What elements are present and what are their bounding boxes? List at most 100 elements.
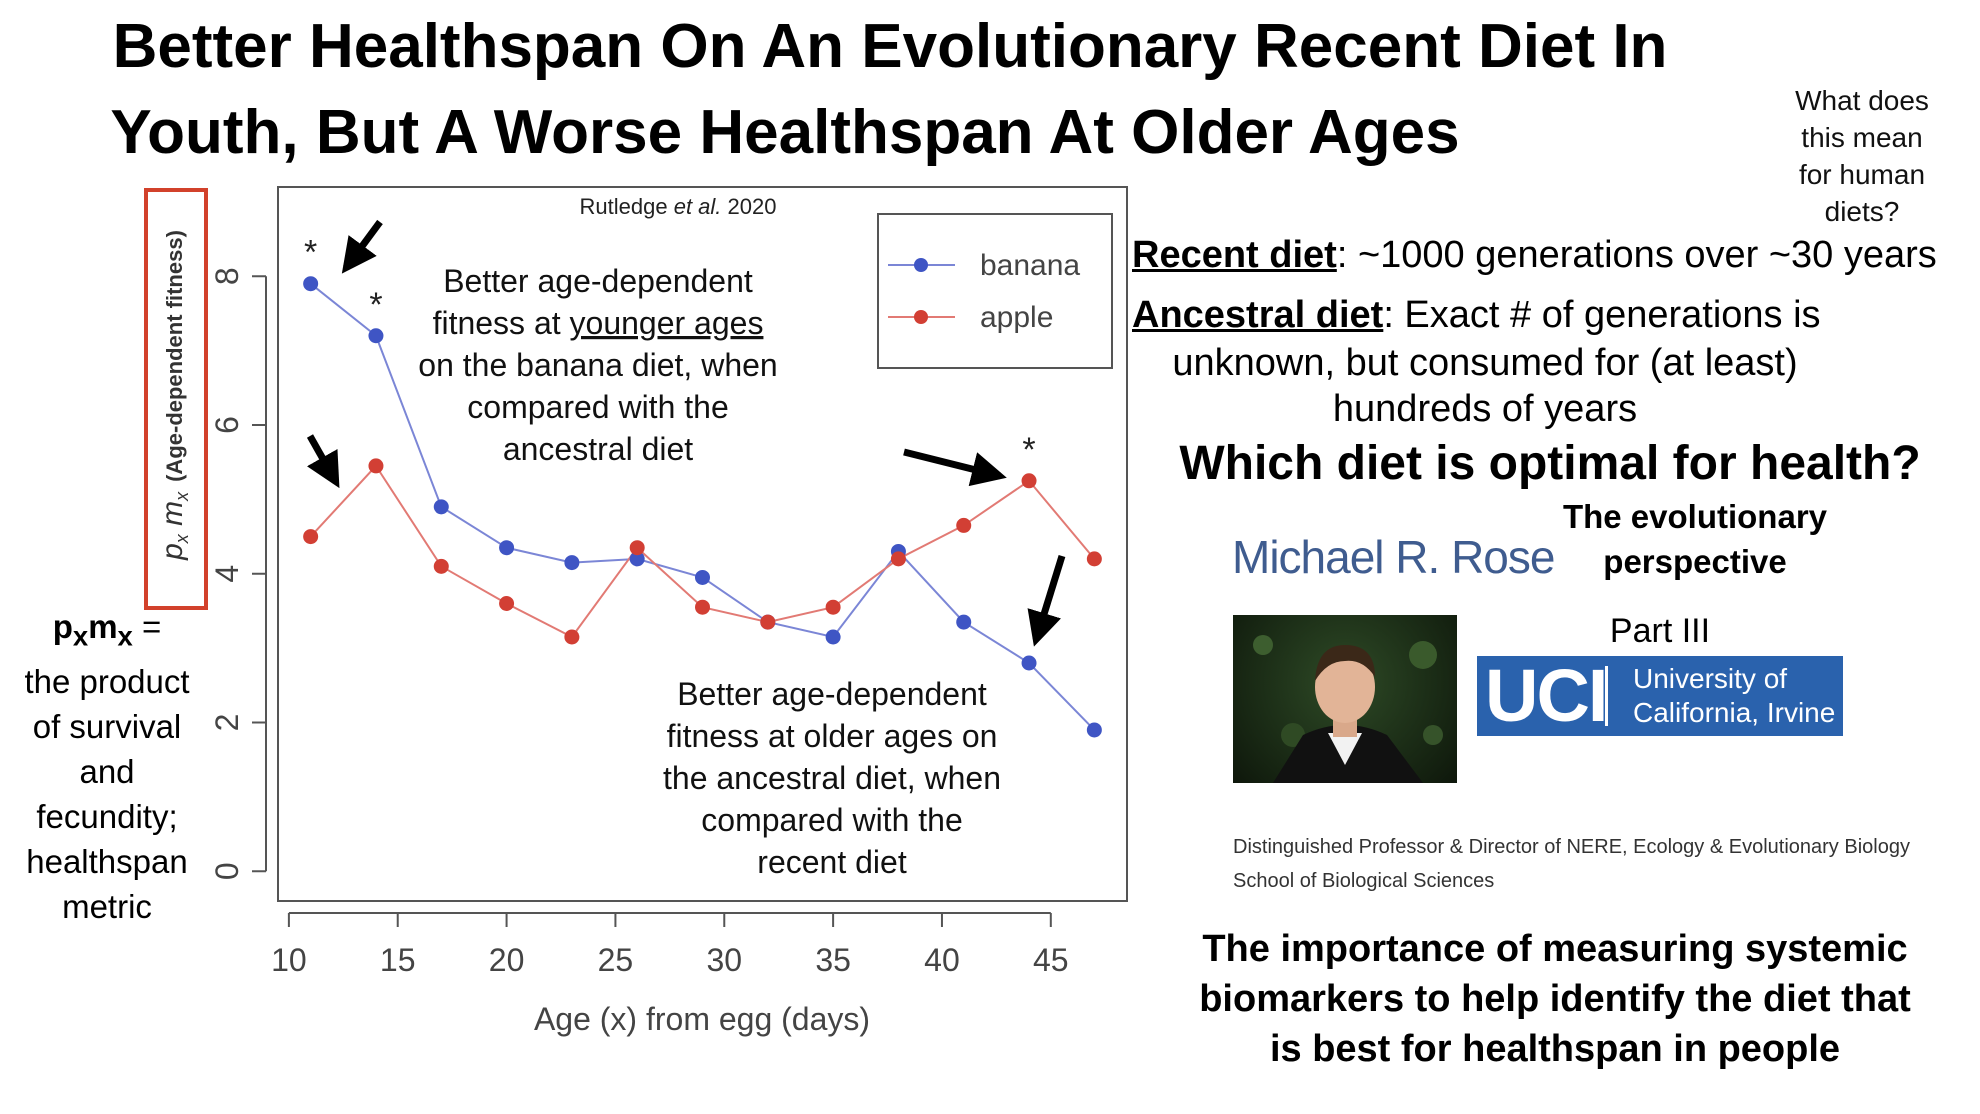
importance-line: is best for healthspan in people: [1269, 1028, 1841, 1070]
ancestral-diet-line-3: hundreds of years: [1332, 388, 1638, 430]
chart-citation: Rutledge et al. 2020: [580, 194, 777, 219]
axes: 10 15 20 25 30 35 40 45 0 2 4 6 8: [209, 267, 1069, 978]
arrow-young-apple: [306, 434, 340, 489]
speaker-photo: [1233, 615, 1457, 783]
evolutionary-perspective: The evolutionary perspective: [1520, 494, 1870, 584]
annotation-old-line: compared with the: [701, 802, 962, 838]
data-point-banana: [695, 569, 710, 585]
data-point-apple: [1021, 473, 1037, 489]
pxmx-m: m: [88, 608, 118, 645]
evo-line-2: perspective: [1603, 543, 1787, 580]
x-tick-label: 30: [706, 942, 742, 978]
significance-marks: * * *: [304, 234, 1036, 469]
x-axis-label: Age (x) from egg (days): [534, 1001, 870, 1037]
title-line-1: Better Healthspan On An Evolutionary Rec…: [112, 12, 1668, 81]
y-tick-label: 2: [209, 714, 245, 732]
pxmx-definition: pxmx = the product of survival and fecun…: [0, 604, 214, 929]
side-question-line: What does: [1795, 85, 1929, 116]
data-point-banana: [1021, 655, 1037, 671]
significance-star: *: [369, 286, 382, 324]
pxmx-def-line: metric: [62, 887, 152, 925]
y-axis-label: px mx(Age-dependent fitness): [156, 230, 192, 561]
data-point-apple: [1086, 551, 1102, 567]
pxmx-def-line: fecundity;: [36, 797, 178, 835]
annotation-old-line: fitness at older ages on: [667, 718, 998, 754]
data-point-apple: [956, 517, 972, 533]
ancestral-diet-line-2: unknown, but consumed for (at least): [1172, 342, 1798, 384]
data-point-banana: [1086, 722, 1102, 738]
data-point-banana: [368, 328, 384, 344]
data-point-apple: [368, 458, 384, 474]
data-point-apple: [499, 596, 515, 611]
data-point-banana: [499, 540, 515, 556]
pxmx-sub-x: x: [72, 620, 89, 652]
importance-line: biomarkers to help identify the diet tha…: [1199, 978, 1911, 1020]
annotation-young-line: ancestral diet: [503, 431, 693, 467]
side-question-line: this mean: [1801, 122, 1923, 153]
evo-line-1: The evolutionary: [1562, 498, 1828, 535]
arrow-old-apple: [903, 448, 1007, 487]
data-point-banana: [433, 499, 449, 515]
recent-diet-label: Recent diet: [1132, 234, 1337, 276]
pxmx-def-line: the product: [24, 662, 190, 700]
legend-marker-apple: [914, 310, 928, 324]
y-tick-label: 4: [209, 565, 245, 583]
x-tick-label: 40: [924, 942, 960, 978]
x-tick-label: 25: [598, 942, 634, 978]
series-points: [303, 276, 1102, 738]
ancestral-diet-text: : Exact # of generations is: [1383, 294, 1821, 336]
data-point-apple: [629, 540, 645, 556]
data-point-apple: [303, 529, 319, 545]
annotation-old-line: Better age-dependent: [677, 676, 987, 712]
arrow-young-banana: [341, 219, 383, 274]
prof-line-2: School of Biological Sciences: [1233, 870, 1495, 892]
data-point-apple: [825, 599, 841, 615]
annotation-young: Better age-dependent fitness at younger …: [418, 263, 777, 467]
data-point-banana: [303, 276, 319, 292]
data-point-banana: [956, 614, 972, 630]
uci-logo-text: UCI: [1485, 654, 1608, 737]
y-tick-label: 8: [209, 267, 245, 285]
side-question: What does this mean for human diets?: [1772, 82, 1952, 230]
uci-logo-name: University of California, Irvine: [1633, 662, 1835, 730]
pxmx-def-line: healthspan: [26, 842, 188, 880]
data-point-banana: [629, 551, 645, 567]
annotation-old: Better age-dependent fitness at older ag…: [663, 676, 1001, 880]
y-axis-label-highlight: [144, 188, 208, 610]
data-point-apple: [760, 614, 776, 630]
side-question-line: diets?: [1824, 196, 1900, 227]
x-tick-label: 35: [815, 942, 851, 978]
data-point-apple: [564, 629, 580, 645]
speaker-portrait-illustration: [1253, 635, 1443, 783]
pxmx-p: p: [52, 608, 73, 645]
recent-diet-line: Recent diet: ~1000 generations over ~30 …: [1132, 232, 1977, 278]
y-tick-label: 0: [209, 862, 245, 880]
data-point-apple: [890, 551, 906, 567]
title-line-2: Youth, But A Worse Healthspan At Older A…: [110, 98, 1460, 167]
annotation-young-line: on the banana diet, when: [418, 347, 777, 383]
part-label: Part III: [1609, 612, 1711, 650]
uci-logo: UCI University of California, Irvine: [1477, 656, 1843, 736]
pxmx-sub-x: x: [117, 620, 133, 652]
pxmx-symbol: pxmx =: [0, 604, 214, 659]
professor-title: Distinguished Professor & Director of NE…: [1233, 830, 1910, 898]
data-point-apple: [695, 599, 710, 615]
speaker-name: Michael R. Rose: [1232, 531, 1555, 583]
uci-line-2: California, Irvine: [1633, 697, 1836, 728]
annotation-old-line: recent diet: [757, 844, 907, 880]
annotation-young-line: Better age-dependent: [443, 263, 753, 299]
uci-line-1: University of: [1633, 663, 1788, 694]
annotation-arrows: [306, 219, 1066, 647]
data-point-banana: [564, 555, 580, 571]
slide-title: Better Healthspan On An Evolutionary Rec…: [40, 4, 1740, 176]
importance-statement: The importance of measuring systemic bio…: [1150, 924, 1960, 1074]
legend-label-apple: apple: [980, 301, 1053, 334]
legend-label-banana: banana: [980, 249, 1080, 282]
x-tick-label: 15: [380, 942, 416, 978]
annotation-old-line: the ancestral diet, when: [663, 760, 1001, 796]
significance-star: *: [1022, 431, 1035, 469]
which-diet-question: Which diet is optimal for health?: [1179, 437, 1921, 490]
ancestral-diet-label: Ancestral diet: [1132, 294, 1384, 336]
x-tick-label: 10: [271, 942, 307, 978]
ancestral-diet-line: Ancestral diet: Exact # of generations i…: [1132, 292, 1977, 338]
